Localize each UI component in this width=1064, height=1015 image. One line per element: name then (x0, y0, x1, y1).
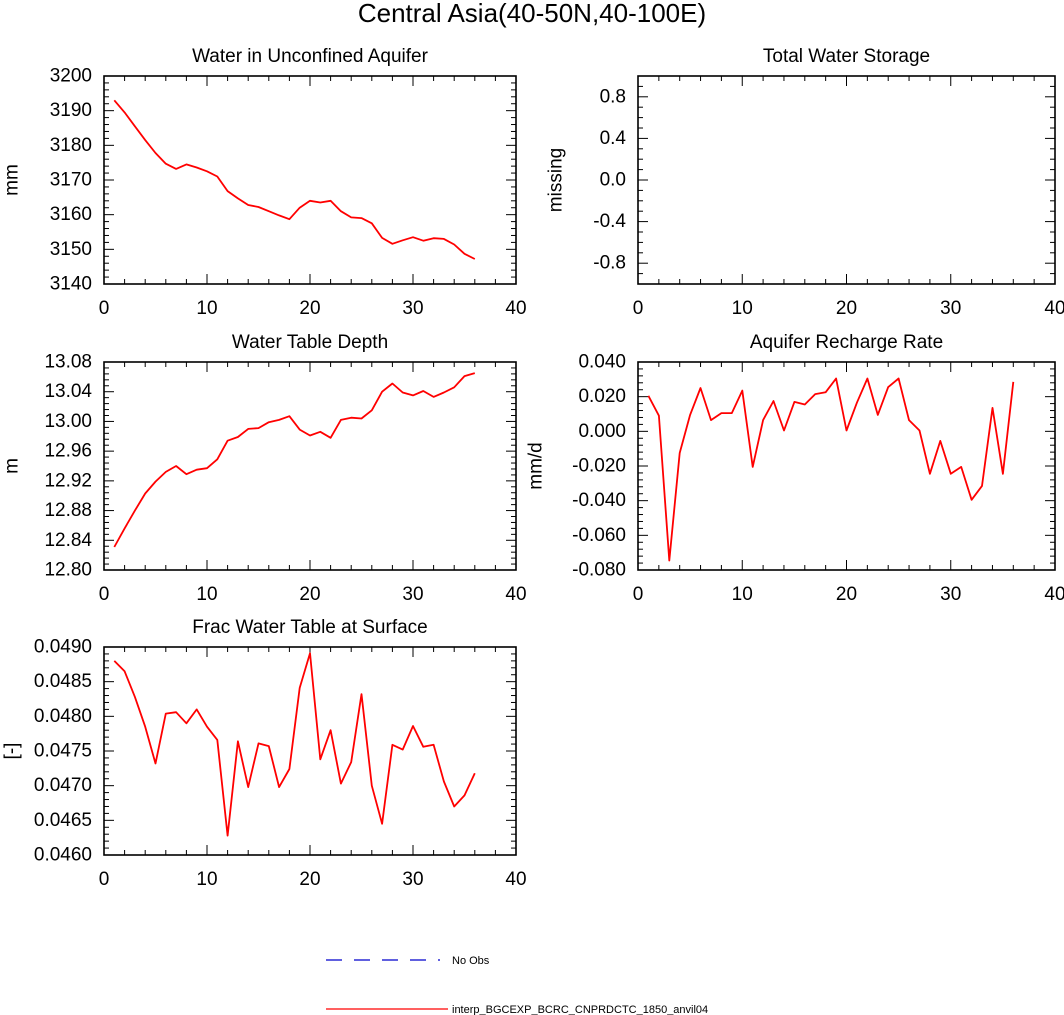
panel-tws: Total Water Storage missing 0 10 20 30 40 -0.8 -… (546, 46, 1064, 319)
recharge-x-tick-label: 40 (1044, 584, 1064, 605)
aquifer-x-tick-label: 20 (299, 298, 320, 319)
wtd-y-tick-label: 12.84 (44, 530, 92, 551)
tws-x-tick-label: 10 (732, 298, 753, 319)
wtd-y-tick-label: 12.88 (44, 500, 92, 521)
figure-title: Central Asia(40-50N,40-100E) (358, 0, 706, 28)
wtd-x-tick-label: 20 (299, 584, 320, 605)
legend: No Obs interp_BGCEXP_BCRC_CNPRDCTC_1850_… (326, 955, 708, 1015)
tws-x-tick-label: 20 (836, 298, 857, 319)
aquifer-y-axis-label: mm (2, 164, 23, 196)
tws-x-tick-label: 0 (633, 298, 644, 319)
recharge-y-tick-label: -0.040 (572, 490, 626, 511)
aquifer-chart-title: Water in Unconfined Aquifer (192, 46, 429, 67)
recharge-y-tick-label: 0.020 (578, 386, 626, 407)
recharge-series-line-0 (647, 377, 1015, 562)
frac-y-tick-label: 0.0475 (34, 741, 92, 762)
aquifer-y-tick-label: 3150 (50, 239, 92, 260)
recharge-y-tick-label: -0.020 (572, 456, 626, 477)
aquifer-y-tick-label: 3200 (50, 66, 92, 87)
frac-x-tick-label: 10 (196, 869, 217, 890)
frac-y-tick-label: 0.0470 (34, 775, 92, 796)
legend-model-label: interp_BGCEXP_BCRC_CNPRDCTC_1850_anvil04 (452, 1004, 708, 1015)
recharge-y-tick-label: -0.060 (572, 525, 626, 546)
aquifer-y-tick-label: 3180 (50, 135, 92, 156)
aquifer-series-line-0 (113, 99, 476, 260)
wtd-x-tick-label: 30 (402, 584, 423, 605)
frac-chart-title: Frac Water Table at Surface (192, 617, 428, 638)
tws-y-tick-label: 0.0 (600, 170, 626, 191)
tws-x-tick-label: 30 (940, 298, 961, 319)
wtd-chart-title: Water Table Depth (232, 332, 388, 353)
wtd-series-line-0 (113, 372, 476, 548)
tws-chart-title: Total Water Storage (763, 46, 930, 67)
panel-aquifer: Water in Unconfined Aquifer mm 0 10 20 30 40 31… (2, 46, 527, 319)
frac-plot-frame (103, 646, 517, 856)
frac-x-tick-label: 0 (99, 869, 110, 890)
aquifer-x-tick-label: 30 (402, 298, 423, 319)
tws-y-tick-label: 0.8 (600, 86, 626, 107)
frac-y-tick-label: 0.0480 (34, 706, 92, 727)
tws-y-tick-label: -0.4 (593, 211, 626, 232)
recharge-x-tick-label: 0 (633, 584, 644, 605)
aquifer-y-tick-label: 3160 (50, 204, 92, 225)
wtd-y-tick-label: 13.00 (44, 411, 92, 432)
aquifer-x-tick-label: 0 (99, 298, 110, 319)
tws-x-tick-label: 40 (1044, 298, 1064, 319)
recharge-x-tick-label: 10 (732, 584, 753, 605)
recharge-plot-frame (637, 361, 1056, 571)
frac-x-tick-label: 30 (402, 869, 423, 890)
aquifer-y-tick-label: 3140 (50, 274, 92, 295)
recharge-y-tick-label: 0.000 (578, 421, 626, 442)
chart-panels: Water in Unconfined Aquifer mm 0 10 20 30 40 31… (2, 46, 1064, 890)
tws-y-tick-label: -0.8 (593, 253, 626, 274)
wtd-y-tick-label: 12.80 (44, 560, 92, 581)
tws-y-axis-label: missing (546, 148, 567, 212)
aquifer-plot-frame (103, 75, 517, 285)
recharge-x-tick-label: 20 (836, 584, 857, 605)
wtd-x-tick-label: 10 (196, 584, 217, 605)
aquifer-y-tick-label: 3190 (50, 100, 92, 121)
wtd-y-tick-label: 13.08 (44, 352, 92, 373)
wtd-y-tick-label: 12.92 (44, 470, 92, 491)
frac-x-tick-label: 40 (505, 869, 526, 890)
frac-y-tick-label: 0.0465 (34, 810, 92, 831)
panel-recharge: Aquifer Recharge Rate mm/d 0 10 20 30 40 -0.080… (526, 332, 1064, 605)
frac-y-tick-label: 0.0490 (34, 637, 92, 658)
recharge-x-tick-label: 30 (940, 584, 961, 605)
wtd-y-tick-label: 12.96 (44, 441, 92, 462)
recharge-y-axis-label: mm/d (526, 442, 547, 490)
wtd-x-tick-label: 0 (99, 584, 110, 605)
wtd-x-tick-label: 40 (505, 584, 526, 605)
tws-plot-frame (637, 75, 1056, 285)
recharge-chart-title: Aquifer Recharge Rate (750, 332, 943, 353)
frac-x-tick-label: 20 (299, 869, 320, 890)
wtd-plot-frame (103, 361, 517, 571)
frac-y-tick-label: 0.0460 (34, 845, 92, 866)
aquifer-y-tick-label: 3170 (50, 170, 92, 191)
tws-y-tick-label: 0.4 (600, 128, 627, 149)
panel-wtd: Water Table Depth m 0 10 20 30 40 12.80 12.84 12.… (2, 332, 527, 605)
frac-y-axis-label: [-] (2, 743, 23, 760)
panel-frac: Frac Water Table at Surface [-] 0 10 20 30 40 0… (2, 617, 527, 890)
aquifer-x-tick-label: 40 (505, 298, 526, 319)
wtd-y-axis-label: m (2, 458, 23, 474)
aquifer-x-tick-label: 10 (196, 298, 217, 319)
frac-series-line-0 (113, 652, 476, 837)
recharge-y-tick-label: 0.040 (578, 352, 626, 373)
legend-no-obs-label: No Obs (452, 955, 490, 967)
frac-y-tick-label: 0.0485 (34, 671, 92, 692)
wtd-y-tick-label: 13.04 (44, 381, 92, 402)
recharge-y-tick-label: -0.080 (572, 560, 626, 581)
